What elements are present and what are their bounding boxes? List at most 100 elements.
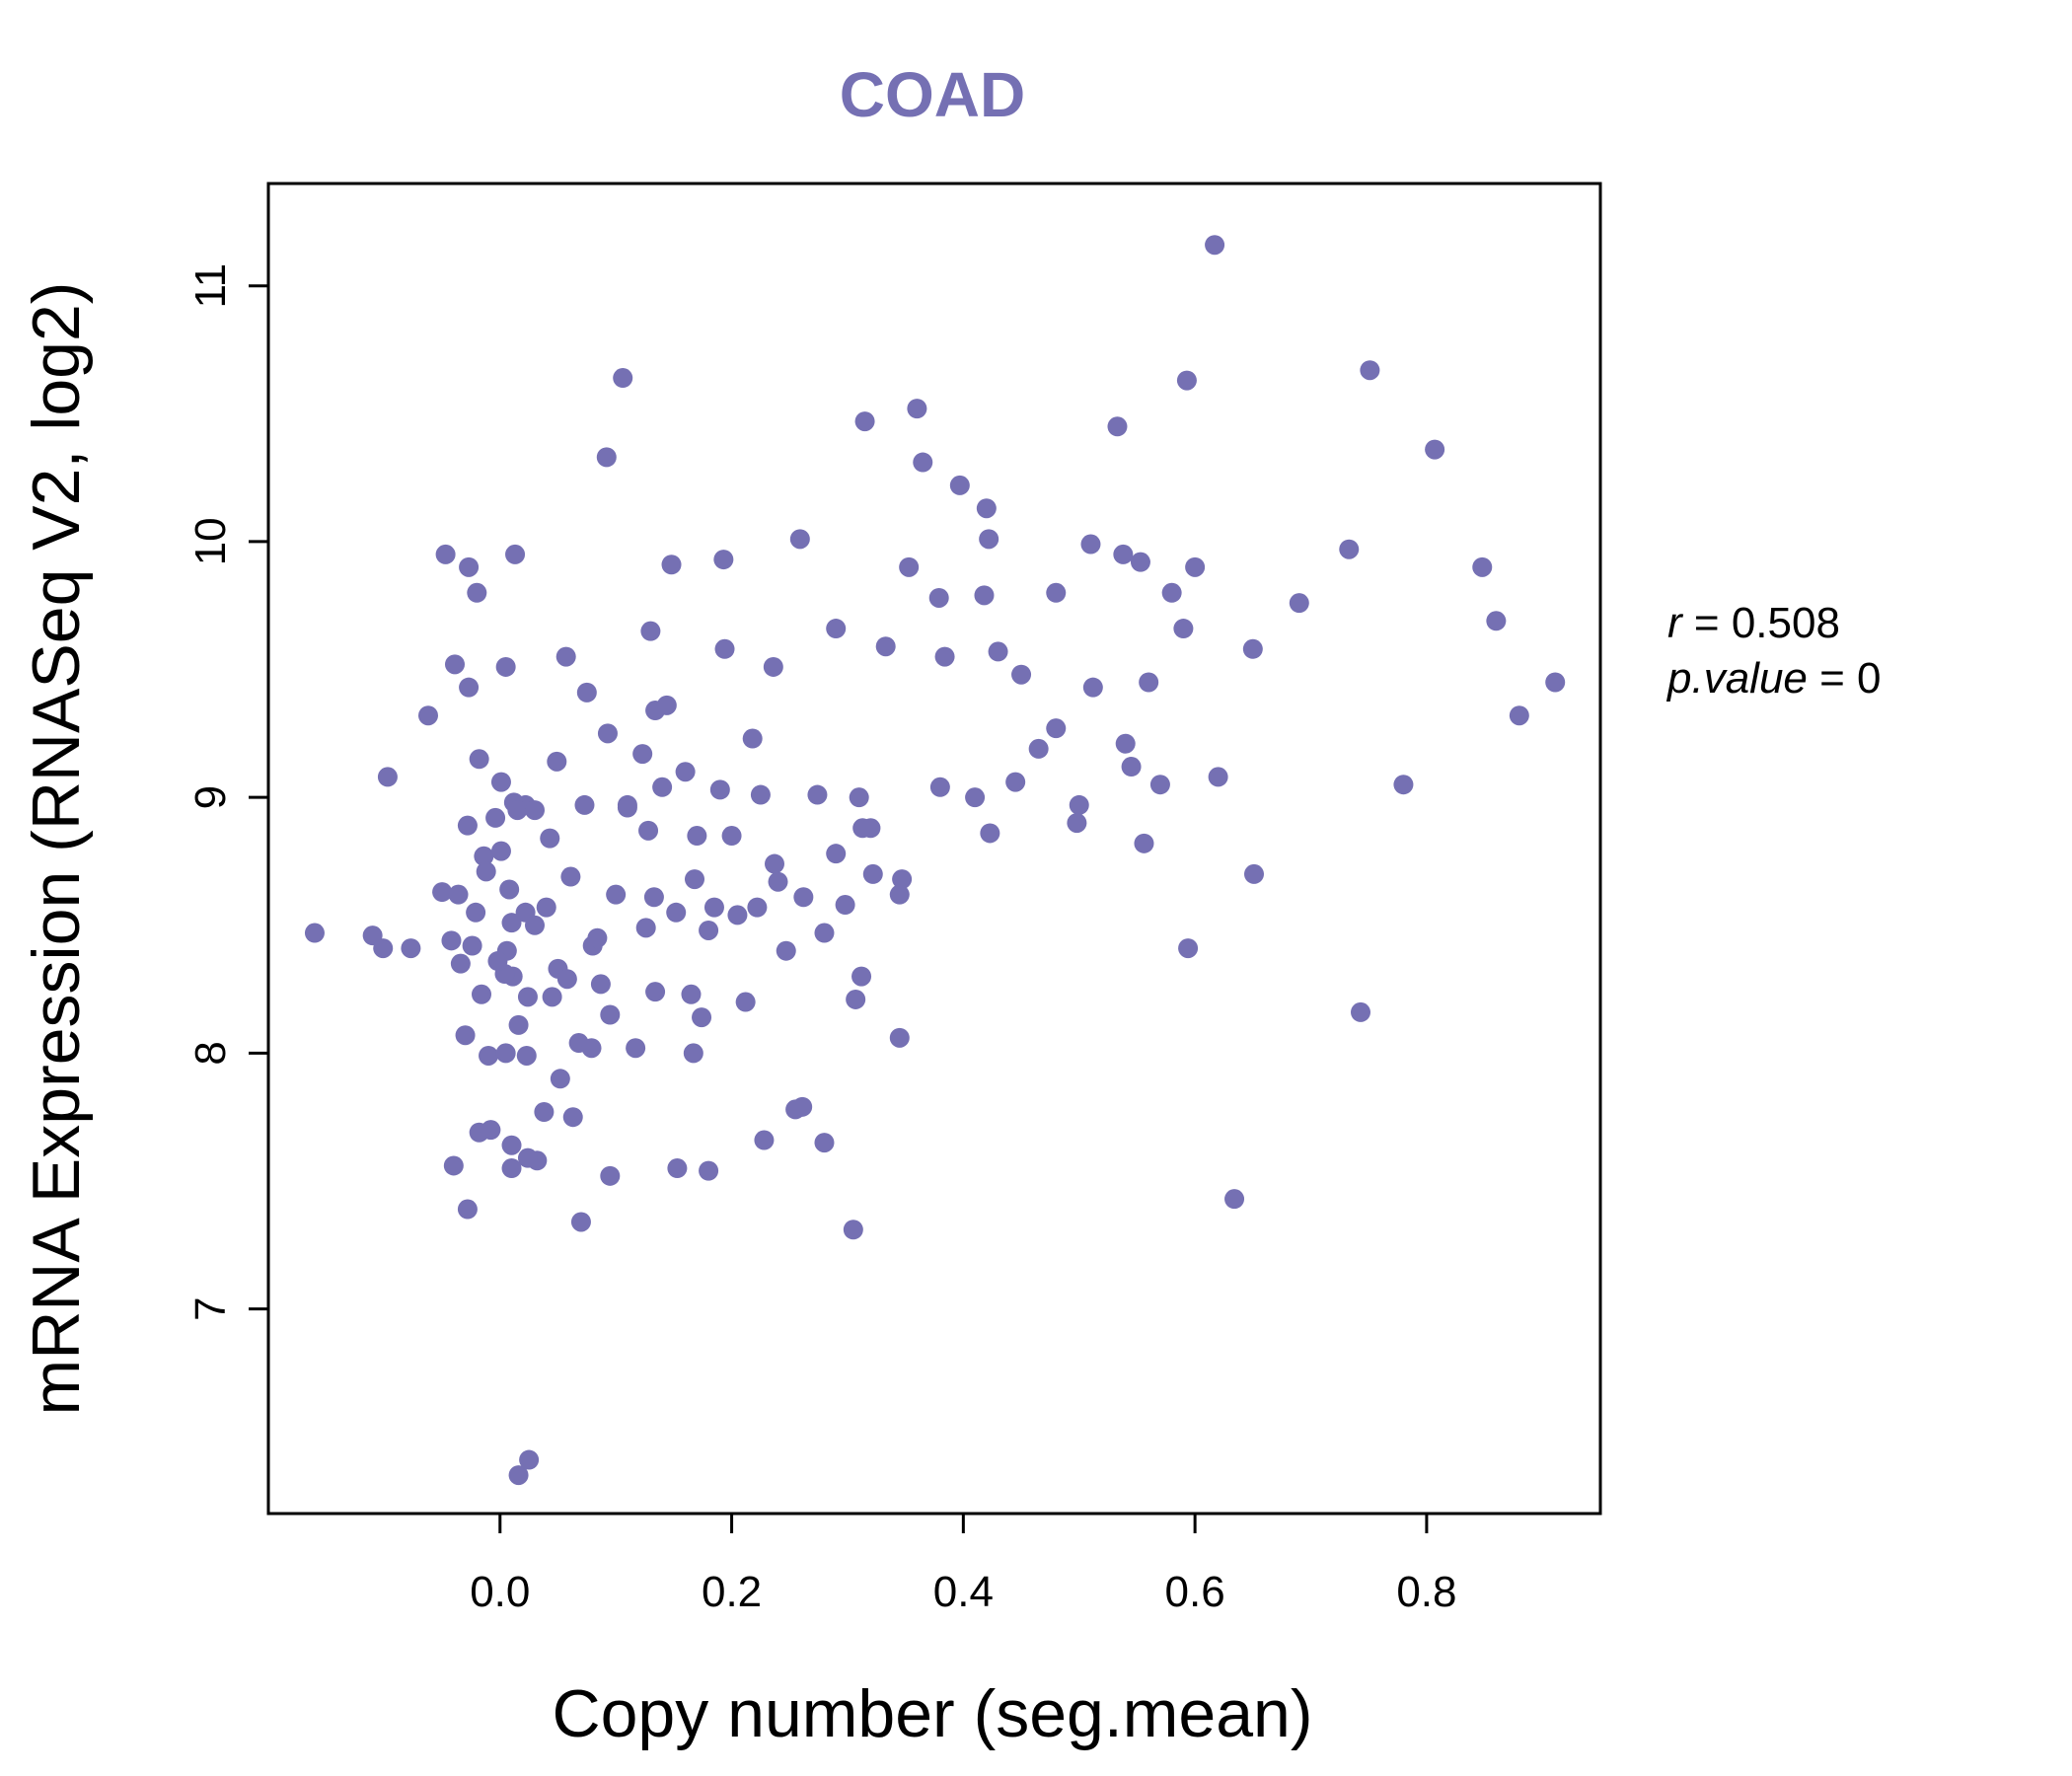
data-point (635, 918, 656, 938)
data-point (540, 828, 560, 849)
data-point (1130, 552, 1150, 572)
data-point (476, 861, 496, 882)
y-tick-label: 7 (186, 1296, 235, 1320)
data-point (534, 1102, 555, 1123)
data-point (574, 794, 595, 815)
data-point (1208, 767, 1228, 787)
data-point (466, 902, 486, 923)
data-point (687, 826, 707, 847)
data-point (656, 695, 677, 715)
data-point (699, 920, 719, 940)
x-axis-label: Copy number (seg.mean) (552, 1676, 1312, 1751)
data-point (508, 1014, 529, 1035)
data-point (934, 646, 955, 667)
data-point (851, 966, 872, 987)
data-point (467, 582, 487, 603)
data-point (632, 744, 653, 765)
data-point (596, 447, 617, 468)
data-point (645, 982, 666, 1002)
data-point (776, 940, 796, 961)
data-point (597, 723, 618, 744)
data-point (763, 656, 783, 677)
data-point (560, 866, 581, 887)
p-label: p.value (1665, 654, 1808, 703)
data-point (661, 555, 682, 575)
data-point (643, 887, 664, 908)
data-point (843, 1220, 863, 1240)
data-point (474, 846, 494, 866)
data-point (1205, 235, 1225, 256)
y-axis: 7 8 9 10 11 (186, 263, 268, 1321)
data-point (862, 863, 883, 884)
data-point (401, 938, 421, 959)
data-point (814, 1133, 835, 1153)
data-point (1425, 439, 1445, 460)
data-point (1046, 718, 1067, 739)
data-point (576, 682, 597, 703)
data-point (667, 1158, 688, 1179)
data-point (1360, 360, 1380, 381)
data-point (892, 869, 913, 890)
x-tick-label: 0.2 (702, 1568, 762, 1616)
data-point (965, 787, 986, 808)
data-point (435, 544, 456, 564)
data-point (721, 826, 742, 847)
data-point (600, 1004, 621, 1025)
data-point (1149, 775, 1170, 795)
y-tick-label: 11 (186, 263, 235, 309)
data-point (457, 1199, 478, 1220)
data-point (699, 1160, 719, 1181)
data-point (929, 777, 950, 797)
data-point (980, 823, 1000, 844)
data-point (1173, 619, 1194, 639)
p-equals: = (1808, 654, 1857, 703)
data-point (835, 895, 855, 916)
data-point (443, 1155, 464, 1176)
data-point (418, 705, 438, 726)
data-point (469, 749, 489, 770)
data-point (304, 923, 325, 943)
data-point (626, 1038, 646, 1059)
data-point (846, 989, 866, 1009)
data-point (490, 841, 511, 861)
data-point (501, 913, 522, 933)
data-point (587, 927, 608, 948)
data-point (713, 550, 734, 570)
data-point (1339, 539, 1360, 559)
data-point (1082, 677, 1103, 698)
data-point (638, 820, 659, 841)
data-point (785, 1099, 806, 1120)
data-point (1176, 370, 1197, 391)
data-point (1393, 775, 1414, 795)
data-point (1545, 672, 1566, 693)
data-point (581, 1038, 602, 1059)
data-point (525, 915, 545, 935)
data-point (508, 1465, 529, 1486)
data-point (1107, 416, 1128, 437)
y-tick-label: 8 (186, 1041, 235, 1065)
data-point (1067, 813, 1087, 834)
data-point (754, 1130, 775, 1150)
data-point (949, 475, 970, 495)
data-point (1011, 664, 1032, 685)
x-tick-label: 0.4 (933, 1568, 994, 1616)
data-point (976, 498, 997, 519)
data-point (913, 452, 933, 473)
data-point (1121, 757, 1142, 777)
data-point (562, 1107, 583, 1128)
data-point (1005, 772, 1026, 792)
data-point (849, 787, 869, 808)
data-point (807, 784, 828, 805)
data-point (613, 368, 633, 389)
data-point (1224, 1189, 1245, 1210)
data-point (517, 987, 538, 1007)
data-point (501, 1135, 522, 1155)
y-tick-label: 10 (186, 517, 235, 565)
data-point (487, 951, 508, 972)
data-point (556, 969, 577, 990)
svg-text:p.value = 0: p.value = 0 (1665, 654, 1882, 703)
data-point (495, 656, 516, 677)
y-tick-label: 9 (186, 785, 235, 809)
data-point (852, 818, 873, 839)
x-tick-label: 0.0 (470, 1568, 530, 1616)
